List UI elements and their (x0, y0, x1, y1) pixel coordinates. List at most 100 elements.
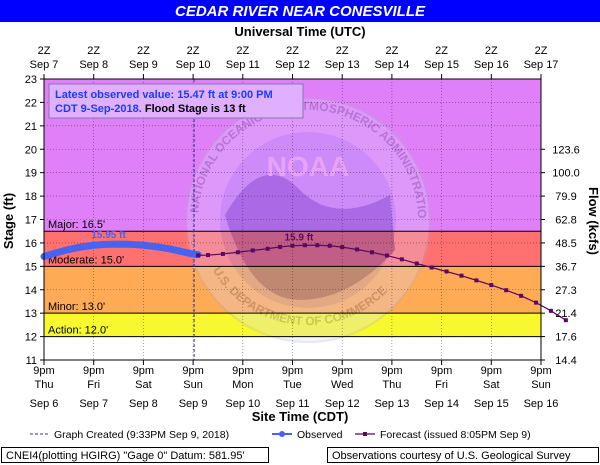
bottom-tick-date: Sep 14 (424, 398, 459, 410)
info-box: Latest observed value: 15.47 ft at 9:00 … (48, 83, 304, 119)
bottom-tick-day: Fri (87, 379, 100, 391)
forecast-point (206, 253, 211, 258)
flood-label-minor: Minor: 13.0' (48, 301, 105, 313)
left-axis-title: Stage (ft) (1, 193, 16, 249)
top-tick-hour: 2Z (336, 45, 349, 57)
top-tick-hour: 2Z (87, 45, 100, 57)
watermark-center-text: NOAA (267, 151, 349, 182)
watermark-ring (185, 97, 431, 343)
y-tick-label: 18 (25, 191, 37, 203)
forecast-point (278, 244, 283, 249)
info-box-frame (48, 83, 304, 119)
band-major (44, 231, 541, 267)
top-tick-date: Sep 11 (226, 59, 260, 71)
bottom-tick-time: 9pm (431, 365, 452, 377)
bottom-tick-day: Thu (382, 379, 401, 391)
forecast-point (220, 251, 225, 256)
observed-point (177, 248, 184, 255)
top-tick-hour: 2Z (435, 45, 448, 57)
observed-point (115, 240, 122, 248)
flow-tick-label: 123.6 (552, 144, 580, 156)
bottom-tick-date: Sep 6 (30, 398, 59, 410)
flow-tick-label: 14.4 (555, 355, 576, 367)
bottom-tick-time: 9pm (83, 365, 104, 377)
observed-point (78, 243, 85, 251)
bottom-tick-time: 9pm (530, 365, 551, 377)
flood-label-major: Major: 16.5' (48, 219, 105, 231)
observed-point (102, 241, 110, 248)
forecast-point (302, 243, 307, 248)
observed-point (165, 245, 172, 252)
forecast-point (563, 318, 568, 323)
footer-courtesy: Observations courtesy of U.S. Geological… (327, 447, 599, 463)
flood-label-action: Action: 12.0' (48, 325, 108, 337)
bottom-tick-time: 9pm (331, 365, 352, 377)
top-tick-hour: 2Z (535, 45, 548, 57)
forecast-point (235, 250, 240, 255)
bottom-tick-date: Sep 8 (129, 398, 158, 410)
observed-point (152, 243, 160, 250)
top-tick-date: Sep 7 (30, 59, 59, 71)
footer-datum: CNEI4(plotting HGIRG) "Gage 0" Datum: 58… (1, 447, 269, 463)
top-tick-hour: 2Z (236, 45, 249, 57)
observed-point (65, 246, 73, 253)
forecast-peak-label: 15.9 ft (284, 232, 314, 243)
forecast-point (489, 283, 494, 288)
forecast-point (315, 243, 320, 248)
info-line-2: CDT 9-Sep-2018. Flood Stage is 13 ft (55, 103, 246, 115)
observed-point (53, 249, 60, 256)
forecast-point (196, 253, 201, 258)
y-tick-label: 15 (25, 261, 37, 273)
observed-point (90, 242, 97, 249)
watermark-wave (225, 174, 395, 300)
forecast-point (414, 261, 419, 266)
top-tick-hour: 2Z (485, 45, 498, 57)
bottom-tick-date: Sep 11 (275, 398, 309, 410)
grid (44, 79, 541, 360)
bottom-tick-date: Sep 7 (79, 398, 108, 410)
y-tick-label: 17 (25, 215, 37, 227)
forecast-point (519, 293, 524, 298)
watermark-disc (220, 132, 396, 308)
forecast-point (370, 250, 375, 255)
top-tick-date: Sep 8 (79, 59, 108, 71)
bottom-tick-time: 9pm (133, 365, 154, 377)
top-tick-date: Sep 17 (524, 59, 559, 71)
bottom-tick-time: 9pm (481, 365, 502, 377)
forecast-point (265, 246, 270, 251)
top-tick-hour: 2Z (385, 45, 398, 57)
forecast-point (384, 253, 389, 258)
y-tick-label: 14 (25, 285, 37, 297)
top-tick-date: Sep 9 (129, 59, 158, 71)
forecast-point (250, 248, 255, 253)
flood-label-moderate: Moderate: 15.0' (48, 254, 124, 266)
bottom-tick-date: Sep 9 (179, 398, 208, 410)
legend-observed-marker (279, 431, 285, 437)
band-minor (44, 313, 541, 337)
top-axis-title: Universal Time (UTC) (234, 24, 365, 39)
y-tick-label: 11 (26, 355, 37, 367)
flow-tick-label: 100.0 (552, 168, 580, 180)
bottom-tick-day: Tue (283, 379, 302, 391)
flow-tick-label: 79.9 (555, 191, 576, 203)
y-tick-label: 13 (25, 308, 37, 320)
y-tick-label: 20 (25, 144, 37, 156)
y-tick-label: 16 (25, 238, 37, 250)
right-axis-title: Flow (kcfs) (586, 187, 600, 255)
bottom-tick-date: Sep 13 (374, 398, 409, 410)
top-tick-date: Sep 14 (374, 59, 409, 71)
top-tick-hour: 2Z (286, 45, 299, 57)
observed-point (189, 250, 197, 258)
bottom-tick-date: Sep 12 (325, 398, 360, 410)
forecast-point (474, 278, 479, 283)
flow-tick-label: 21.4 (555, 308, 576, 320)
bottom-tick-date: Sep 15 (474, 398, 509, 410)
bottom-tick-day: Sat (483, 379, 500, 391)
top-tick-date: Sep 15 (424, 59, 459, 71)
bottom-tick-time: 9pm (182, 365, 203, 377)
bottom-tick-day: Sun (531, 379, 551, 391)
forecast-point (504, 288, 509, 293)
flow-tick-label: 27.3 (555, 285, 576, 297)
bottom-tick-date: Sep 16 (524, 398, 559, 410)
